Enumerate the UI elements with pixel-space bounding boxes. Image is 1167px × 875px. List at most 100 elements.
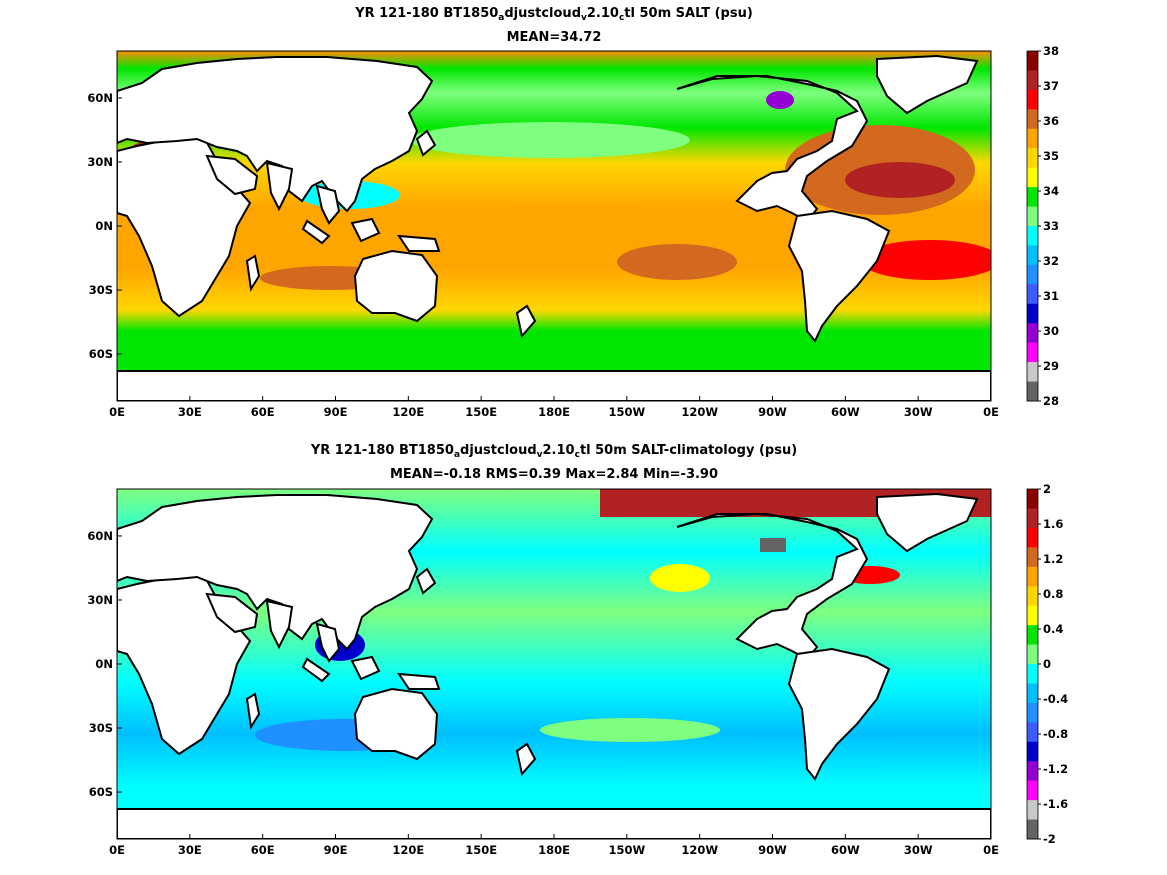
x-tick-label: 0E <box>109 405 125 419</box>
colorbar-label: 0 <box>1043 657 1051 671</box>
colorbar-segment <box>1027 722 1038 743</box>
colorbar-label: 35 <box>1043 149 1059 163</box>
x-tick-label: 90E <box>324 843 348 857</box>
top-feature-n-atlantic-core <box>845 162 955 198</box>
colorbar-segment <box>1027 226 1038 246</box>
colorbar-segment <box>1027 819 1038 840</box>
x-tick-label: 180E <box>538 843 570 857</box>
colorbar-segment <box>1027 342 1038 363</box>
x-tick-label: 30W <box>904 843 933 857</box>
colorbar-segment <box>1027 89 1038 110</box>
bottom-map: 0E 30E 60E 90E 120E 150E 180E 150W 120W 90W 60W 30W… <box>87 488 999 857</box>
y-tick-label: 30S <box>89 283 113 297</box>
bottom-title: YR 121-180 BT1850adjustcloudv2.10ctl 50m… <box>310 443 798 460</box>
x-tick-label: 150W <box>608 843 645 857</box>
x-tick-label: 0E <box>109 843 125 857</box>
x-tick-label: 120W <box>681 843 718 857</box>
colorbar-segment <box>1027 741 1038 762</box>
top-feature-s-atlantic <box>860 240 991 280</box>
bottom-colorbar: 2 1.6 1.2 0.8 0.4 0 -0.4 -0.8 -1.2 -1.6 -2 <box>1026 482 1068 846</box>
y-tick-label: 30S <box>89 721 113 735</box>
bottom-subtitle: MEAN=-0.18 RMS=0.39 Max=2.84 Min=-3.90 <box>389 467 719 482</box>
colorbar-segment <box>1027 508 1038 529</box>
x-tick-label: 120E <box>392 843 424 857</box>
colorbar-label: 38 <box>1043 44 1059 58</box>
colorbar-segment <box>1027 51 1038 71</box>
colorbar-label: 29 <box>1043 359 1059 373</box>
colorbar-segment <box>1027 148 1038 169</box>
top-y-axis: 60N 30N 0N 30S 60S <box>87 91 122 361</box>
colorbar-label: -1.6 <box>1043 797 1068 811</box>
colorbar-segment <box>1027 362 1038 383</box>
x-tick-label: 60W <box>831 405 860 419</box>
colorbar-segment <box>1027 381 1038 402</box>
x-tick-label: 60E <box>251 843 275 857</box>
colorbar-segment <box>1027 605 1038 626</box>
colorbar-segment <box>1027 566 1038 587</box>
y-tick-label: 60N <box>87 91 113 105</box>
colorbar-segment <box>1027 780 1038 801</box>
colorbar-segment <box>1027 527 1038 548</box>
colorbar-segment <box>1027 128 1038 149</box>
colorbar-label: -0.4 <box>1043 692 1068 706</box>
y-tick-label: 60S <box>89 347 113 361</box>
x-tick-label: 30E <box>178 405 202 419</box>
x-tick-label: 150E <box>465 843 497 857</box>
colorbar-label: 32 <box>1043 254 1059 268</box>
colorbar-segment <box>1027 625 1038 646</box>
x-tick-label: 60E <box>251 405 275 419</box>
colorbar-label: 28 <box>1043 394 1059 408</box>
colorbar-label: 0.4 <box>1043 622 1063 636</box>
x-tick-label: 120E <box>392 405 424 419</box>
colorbar-segment <box>1027 644 1038 665</box>
x-tick-label: 30E <box>178 843 202 857</box>
colorbar-segment <box>1027 187 1038 208</box>
colorbar-segment <box>1027 206 1038 227</box>
bottom-x-axis: 0E 30E 60E 90E 120E 150E 180E 150W 120W 90W 60W 30W… <box>109 834 999 857</box>
colorbar-label: 36 <box>1043 114 1059 128</box>
colorbar-label: -1.2 <box>1043 762 1068 776</box>
x-tick-label: 90W <box>758 405 787 419</box>
colorbar-segment <box>1027 264 1038 285</box>
top-colorbar: 38 37 36 35 34 33 32 31 30 29 28 <box>1026 44 1059 408</box>
x-tick-label: 30W <box>904 405 933 419</box>
colorbar-segment <box>1027 303 1038 324</box>
colorbar-segment <box>1027 683 1038 704</box>
colorbar-label: 0.8 <box>1043 587 1063 601</box>
x-tick-label: 0E <box>983 405 999 419</box>
colorbar-label: 34 <box>1043 184 1059 198</box>
colorbar-segment <box>1027 702 1038 723</box>
y-tick-label: 0N <box>95 219 113 233</box>
colorbar-label: 33 <box>1043 219 1059 233</box>
x-tick-label: 90W <box>758 843 787 857</box>
x-tick-label: 60W <box>831 843 860 857</box>
top-feature-s-pacific <box>617 244 737 280</box>
colorbar-segment <box>1027 323 1038 344</box>
y-tick-label: 0N <box>95 657 113 671</box>
colorbar-label: 1.2 <box>1043 552 1063 566</box>
colorbar-label: -2 <box>1043 832 1056 846</box>
top-feature-hudson-bay <box>766 91 794 109</box>
top-x-axis: 0E 30E 60E 90E 120E 150E 180E 150W 120W 90W 60W 30W… <box>109 396 999 419</box>
y-tick-label: 30N <box>87 593 113 607</box>
colorbar-label: -0.8 <box>1043 727 1068 741</box>
colorbar-segment <box>1027 167 1038 188</box>
x-tick-label: 180E <box>538 405 570 419</box>
bottom-feature-hudson-bay <box>760 538 786 552</box>
colorbar-label: 37 <box>1043 79 1059 93</box>
top-subtitle: MEAN=34.72 <box>506 30 602 45</box>
x-tick-label: 150W <box>608 405 645 419</box>
x-tick-label: 150E <box>465 405 497 419</box>
colorbar-segment <box>1027 489 1038 509</box>
colorbar-segment <box>1027 245 1038 266</box>
y-tick-label: 60N <box>87 529 113 543</box>
colorbar-segment <box>1027 586 1038 607</box>
x-tick-label: 120W <box>681 405 718 419</box>
colorbar-label: 2 <box>1043 482 1051 496</box>
bottom-y-axis: 60N 30N 0N 30S 60S <box>87 529 122 799</box>
colorbar-segment <box>1027 284 1038 305</box>
colorbar-segment <box>1027 70 1038 91</box>
bottom-feature-n-pacific <box>650 564 710 592</box>
colorbar-segment <box>1027 109 1038 130</box>
